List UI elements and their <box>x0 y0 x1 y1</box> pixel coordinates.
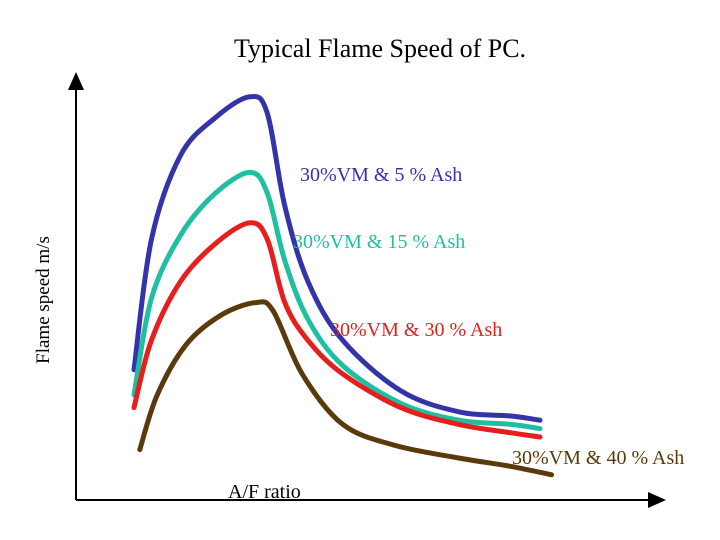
x-axis-label: A/F ratio <box>228 481 301 503</box>
series-line-1 <box>131 94 543 423</box>
series-label-5-ash: 30%VM & 5 % Ash <box>300 164 463 186</box>
chart-title: Typical Flame Speed of PC. <box>233 34 527 63</box>
series-layer <box>131 94 555 478</box>
y-axis-label: Flame speed m/s <box>33 236 54 364</box>
series-label-15-ash: 30%VM & 15 % Ash <box>293 231 466 253</box>
series-line-4 <box>137 299 555 478</box>
series-line-2 <box>131 169 543 432</box>
series-label-40-ash: 30%VM & 40 % Ash <box>512 447 685 469</box>
series-label-30-ash: 30%VM & 30 % Ash <box>330 319 503 341</box>
series-line-3 <box>131 220 543 440</box>
